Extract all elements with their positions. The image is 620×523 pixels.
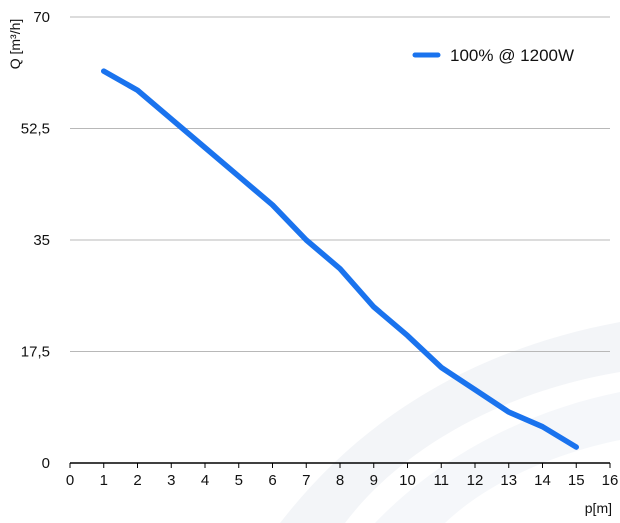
x-tick-label: 14 bbox=[534, 472, 551, 489]
x-tick-label: 15 bbox=[568, 472, 585, 489]
y-tick-label: 35 bbox=[33, 232, 50, 249]
x-tick-label: 9 bbox=[370, 472, 378, 489]
x-tick-label: 2 bbox=[133, 472, 141, 489]
x-tick-label: 3 bbox=[167, 472, 175, 489]
x-tick-label: 12 bbox=[467, 472, 484, 489]
x-tick-label: 5 bbox=[235, 472, 243, 489]
y-axis-ticks: 0 17,5 35 52,5 70 bbox=[21, 9, 50, 472]
x-tick-label: 8 bbox=[336, 472, 344, 489]
y-tick-label: 17,5 bbox=[21, 344, 50, 361]
x-tick-label: 13 bbox=[500, 472, 517, 489]
legend: 100% @ 1200W bbox=[412, 46, 574, 65]
series-group bbox=[101, 68, 579, 450]
x-tick-label: 7 bbox=[302, 472, 310, 489]
x-tick-label: 4 bbox=[201, 472, 209, 489]
gridlines bbox=[70, 16, 610, 352]
x-tick-label: 11 bbox=[433, 472, 449, 489]
x-tick-label: 16 bbox=[602, 472, 619, 489]
x-axis-ticks: 0 1 2 3 4 5 6 7 8 9 10 11 12 13 14 15 16 bbox=[66, 463, 619, 489]
legend-label: 100% @ 1200W bbox=[450, 46, 574, 65]
x-tick-label: 1 bbox=[100, 472, 108, 489]
x-tick-label: 6 bbox=[268, 472, 276, 489]
y-tick-label: 0 bbox=[42, 455, 50, 472]
y-tick-label: 70 bbox=[33, 9, 50, 26]
background-swoosh bbox=[280, 322, 620, 523]
x-tick-label: 10 bbox=[399, 472, 416, 489]
y-axis-label: Q [m³/h] bbox=[7, 19, 23, 70]
x-axis-label: p[m] bbox=[585, 500, 612, 516]
y-tick-label: 52,5 bbox=[21, 121, 50, 138]
x-tick-label: 0 bbox=[66, 472, 74, 489]
